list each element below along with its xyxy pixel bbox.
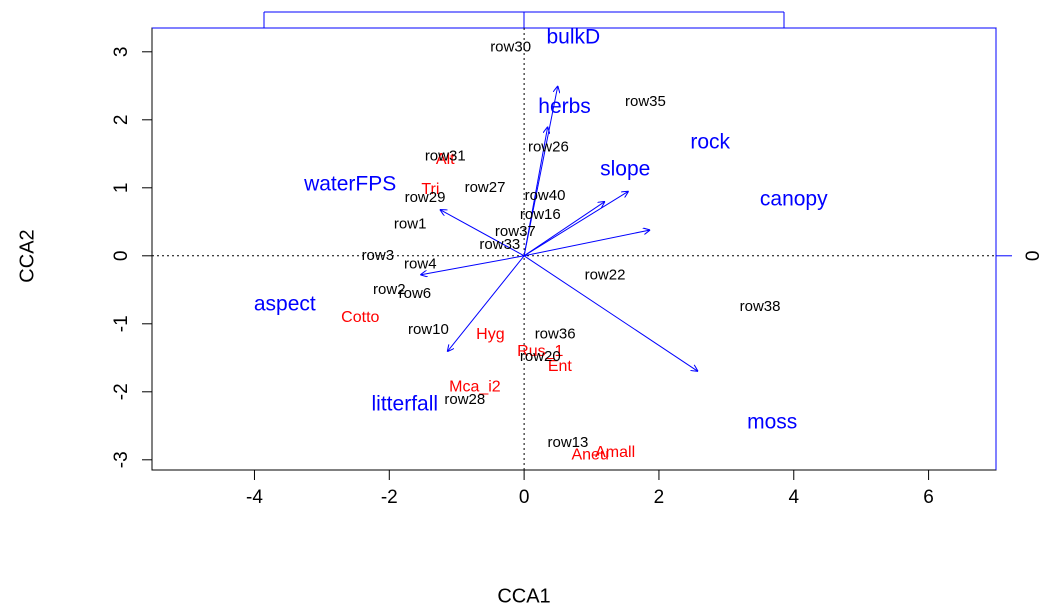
species-label: Amall: [595, 444, 635, 461]
x-tick-label: 4: [788, 487, 799, 508]
site-label: row22: [585, 266, 626, 283]
site-label: row37: [495, 223, 536, 240]
site-label: row28: [444, 391, 485, 408]
species-label: Tri: [421, 181, 439, 198]
env-label: bulkD: [546, 26, 600, 49]
site-label: row40: [525, 187, 566, 204]
site-label: row33: [479, 236, 520, 253]
species-label: Aneu: [571, 446, 608, 463]
site-label: row16: [520, 206, 561, 223]
y-tick-label: -2: [111, 383, 132, 400]
y-tick-label: 3: [111, 47, 132, 58]
site-label: row30: [490, 39, 531, 56]
y-tick-label: 1: [111, 183, 132, 194]
env-label: waterFPS: [303, 173, 396, 196]
site-label: row20: [520, 348, 561, 365]
species-label: Rus_1: [517, 343, 563, 360]
x-tick-label: 2: [654, 487, 665, 508]
site-label: row27: [465, 179, 506, 196]
site-label: row29: [405, 189, 446, 206]
env-arrow: [420, 255, 525, 275]
x-tick-label: 6: [923, 487, 934, 508]
y2-tick-label: 0: [1023, 251, 1044, 262]
site-label: row31: [425, 147, 466, 164]
y-tick-label: -1: [111, 315, 132, 332]
env-arrow: [447, 255, 525, 352]
x-tick-label: 0: [519, 487, 530, 508]
env-arrow: [524, 230, 650, 257]
env-label: moss: [747, 411, 797, 434]
y-tick-label: 0: [111, 251, 132, 262]
env-label: slope: [600, 158, 650, 181]
y-axis-label: CCA2: [16, 229, 38, 282]
site-label: row4: [404, 256, 437, 273]
species-label: Ent: [548, 358, 573, 375]
site-label: row2: [373, 281, 406, 298]
top-axis: [152, 11, 996, 29]
env-label: aspect: [254, 292, 316, 315]
site-label: row26: [528, 139, 569, 156]
env-label: canopy: [760, 188, 828, 211]
env-arrow: [523, 127, 548, 256]
env-arrow: [523, 255, 698, 372]
species-label: Cotto: [341, 309, 379, 326]
env-label: litterfall: [372, 392, 439, 415]
env-arrow: [523, 191, 628, 257]
species-label: Hyg: [476, 326, 504, 343]
env-arrow: [523, 201, 605, 257]
species-label: Mca_i2: [449, 378, 501, 395]
site-label: row3: [362, 247, 395, 264]
x-tick-label: -4: [246, 487, 263, 508]
site-label: row13: [548, 434, 589, 451]
site-label: row35: [625, 93, 666, 110]
site-label: row36: [535, 326, 576, 343]
y-tick-label: -3: [111, 451, 132, 468]
env-arrow: [440, 210, 525, 257]
y-tick-label: 2: [111, 115, 132, 126]
x-axis-label: CCA1: [497, 585, 550, 607]
env-label: rock: [690, 130, 730, 153]
env-label: herbs: [538, 95, 591, 118]
site-label: row38: [740, 298, 781, 315]
site-label: row6: [399, 285, 432, 302]
x-tick-label: -2: [381, 487, 398, 508]
site-label: row10: [408, 321, 449, 338]
species-label: Alt: [436, 151, 455, 168]
site-label: row1: [394, 215, 427, 232]
